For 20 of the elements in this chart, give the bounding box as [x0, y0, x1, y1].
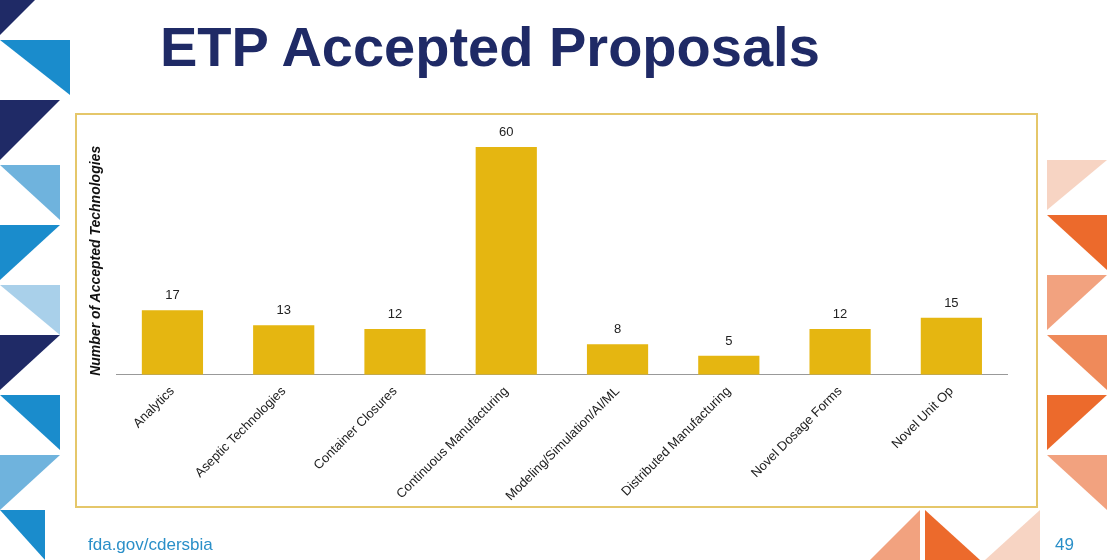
data-label: 8 — [613, 321, 622, 337]
data-label: 13 — [276, 302, 291, 318]
data-label: 5 — [725, 332, 733, 348]
data-label: 15 — [944, 294, 959, 310]
bar — [809, 329, 871, 375]
bar — [141, 310, 204, 375]
bar — [920, 317, 982, 375]
y-axis-title: Number of Accepted Technologies — [87, 145, 104, 376]
data-label: 60 — [499, 124, 514, 140]
bar — [586, 344, 649, 375]
bar — [475, 147, 537, 375]
bar — [364, 329, 426, 375]
text: fda.gov/cdersbia — [88, 535, 213, 555]
data-label: 12 — [387, 306, 403, 322]
data-label: 12 — [832, 306, 848, 322]
text: 49 — [1055, 535, 1074, 555]
bar — [253, 325, 315, 375]
chart-title: ETP Accepted Proposals — [160, 14, 820, 79]
data-label: 17 — [165, 287, 180, 303]
bar — [698, 355, 760, 375]
